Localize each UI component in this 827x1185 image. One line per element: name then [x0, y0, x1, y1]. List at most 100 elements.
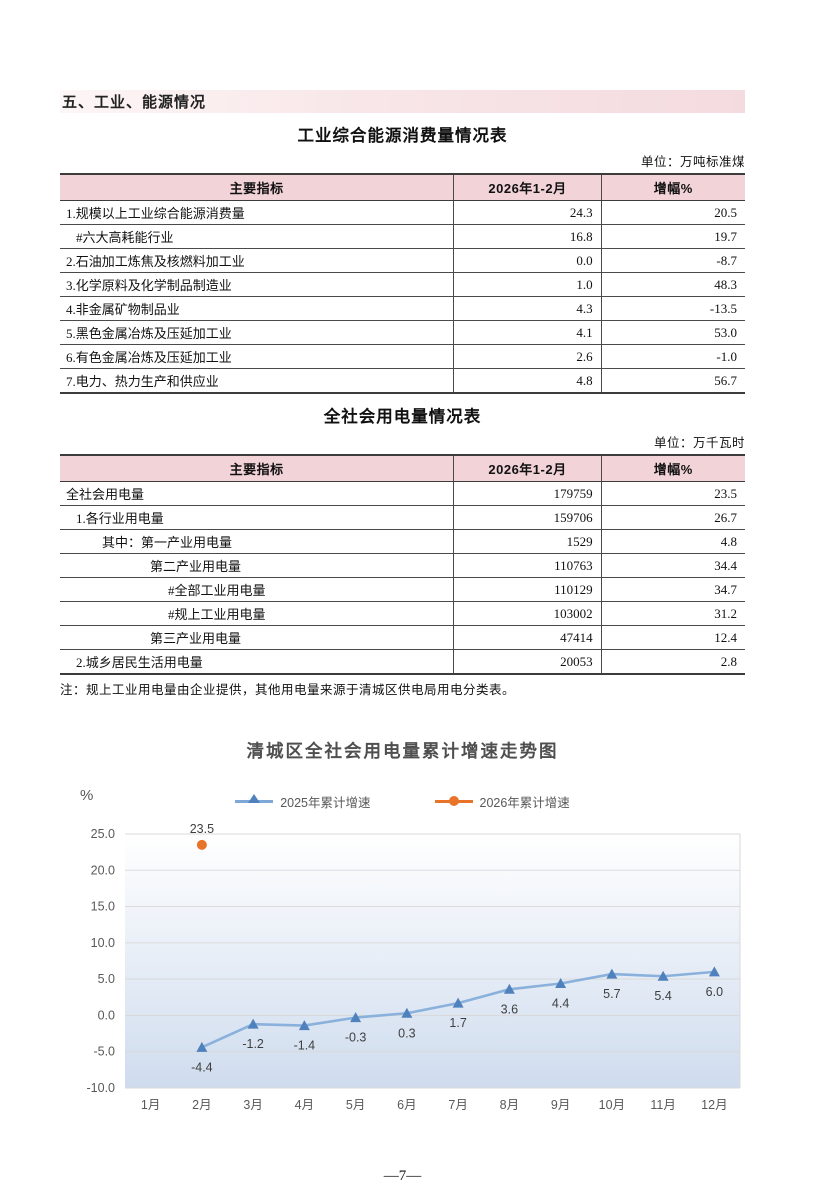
row-label: #规上工业用电量 — [60, 601, 455, 626]
table-row: 2.石油加工炼焦及核燃料加工业 0.0 -8.7 — [60, 248, 745, 273]
legend-item-2026: 2026年累计增速 — [434, 792, 570, 811]
svg-text:5月: 5月 — [346, 1098, 365, 1112]
chart-legend: % 2025年累计增速 2026年累计增速 — [60, 787, 745, 811]
table-row: 4.非金属矿物制品业 4.3 -13.5 — [60, 296, 745, 321]
svg-text:25.0: 25.0 — [91, 827, 115, 841]
row-label: #六大高耗能行业 — [60, 224, 455, 249]
electricity-table: 主要指标 2026年1-2月 增幅% 全社会用电量 179759 23.5 1.各行… — [60, 454, 745, 675]
table-row: 1.规模以上工业综合能源消费量 24.3 20.5 — [60, 200, 745, 225]
trend-chart: 清城区全社会用电量累计增速走势图 % 2025年累计增速 2026年累计增速 2… — [60, 738, 745, 1124]
table-row: 全社会用电量 179759 23.5 — [60, 481, 745, 506]
electricity-table-title: 全社会用电量情况表 — [323, 408, 482, 426]
col-header-period: 2026年1-2月 — [453, 455, 602, 482]
svg-text:7月: 7月 — [448, 1098, 467, 1112]
svg-text:5.0: 5.0 — [98, 972, 115, 986]
chart-plot-area: 25.0 20.0 15.0 10.0 5.0 0.0 -5.0 -10.0 1月 2月 3月 4月 5… — [60, 817, 745, 1124]
row-growth: 19.7 — [601, 224, 745, 249]
row-value: 4.8 — [453, 368, 602, 393]
row-label: 2.城乡居民生活用电量 — [60, 649, 455, 674]
svg-text:11月: 11月 — [650, 1098, 675, 1112]
svg-text:4.4: 4.4 — [552, 996, 569, 1010]
table-row: 第三产业用电量 47414 12.4 — [60, 625, 745, 650]
row-label: 其中：第一产业用电量 — [60, 529, 455, 554]
svg-text:6.0: 6.0 — [706, 985, 723, 999]
row-value: 103002 — [453, 601, 602, 626]
svg-text:-5.0: -5.0 — [93, 1045, 115, 1059]
svg-text:10.0: 10.0 — [91, 936, 115, 950]
row-value: 110763 — [453, 553, 602, 578]
svg-text:20.0: 20.0 — [91, 863, 115, 877]
table-footnote: 注：规上工业用电量由企业提供，其他用电量来源于清城区供电局用电分类表。 — [60, 683, 516, 697]
trend-chart-svg: 25.0 20.0 15.0 10.0 5.0 0.0 -5.0 -10.0 1月 2月 3月 4月 5… — [87, 822, 741, 1112]
energy-table-unit: 单位：万吨标准煤 — [640, 155, 745, 169]
legend-item-2025: 2025年累计增速 — [235, 792, 371, 811]
legend-label: 2026年累计增速 — [479, 795, 570, 810]
table-row: 5.黑色金属冶炼及压延加工业 4.1 53.0 — [60, 320, 745, 345]
row-label: 第二产业用电量 — [60, 553, 455, 578]
svg-text:0.3: 0.3 — [398, 1026, 415, 1040]
row-label: #全部工业用电量 — [60, 577, 455, 602]
row-value: 4.3 — [453, 296, 602, 321]
svg-text:1.7: 1.7 — [449, 1016, 466, 1030]
row-label: 全社会用电量 — [60, 481, 455, 506]
y-axis-unit-label: % — [80, 787, 94, 804]
row-value: 0.0 — [453, 248, 602, 273]
row-label: 5.黑色金属冶炼及压延加工业 — [60, 320, 455, 345]
svg-text:2月: 2月 — [192, 1098, 211, 1112]
svg-text:3月: 3月 — [243, 1098, 262, 1112]
svg-text:8月: 8月 — [500, 1098, 519, 1112]
svg-text:5.7: 5.7 — [603, 987, 620, 1001]
svg-text:10月: 10月 — [599, 1098, 625, 1112]
col-header-growth: 增幅% — [601, 174, 745, 201]
line-triangle-marker-icon — [235, 793, 274, 803]
table-header-row: 主要指标 2026年1-2月 增幅% — [60, 455, 745, 482]
chart-title: 清城区全社会用电量累计增速走势图 — [246, 741, 559, 761]
svg-text:-4.4: -4.4 — [191, 1060, 213, 1074]
row-value: 4.1 — [453, 320, 602, 345]
table-row: 3.化学原料及化学制品制造业 1.0 48.3 — [60, 272, 745, 297]
table-row: 7.电力、热力生产和供应业 4.8 56.7 — [60, 368, 745, 393]
row-growth: 34.4 — [601, 553, 745, 578]
row-growth: 53.0 — [601, 320, 745, 345]
row-value: 1.0 — [453, 272, 602, 297]
table-row: #规上工业用电量 103002 31.2 — [60, 601, 745, 626]
section-title: 五、工业、能源情况 — [62, 94, 207, 111]
svg-text:-1.4: -1.4 — [294, 1039, 316, 1053]
table-row: 其中：第一产业用电量 1529 4.8 — [60, 529, 745, 554]
row-growth: -1.0 — [601, 344, 745, 369]
row-label: 2.石油加工炼焦及核燃料加工业 — [60, 248, 455, 273]
table-row: 第二产业用电量 110763 34.4 — [60, 553, 745, 578]
row-value: 24.3 — [453, 200, 602, 225]
svg-text:-10.0: -10.0 — [87, 1081, 116, 1095]
energy-table: 主要指标 2026年1-2月 增幅% 1.规模以上工业综合能源消费量 24.3 20… — [60, 173, 745, 394]
svg-text:12月: 12月 — [701, 1098, 727, 1112]
col-header-growth: 增幅% — [601, 455, 745, 482]
table-row: #六大高耗能行业 16.8 19.7 — [60, 224, 745, 249]
row-label: 1.规模以上工业综合能源消费量 — [60, 200, 455, 225]
row-growth: 20.5 — [601, 200, 745, 225]
row-value: 1529 — [453, 529, 602, 554]
row-growth: 56.7 — [714, 372, 737, 388]
row-value: 2.6 — [453, 344, 602, 369]
svg-text:5.4: 5.4 — [654, 989, 671, 1003]
svg-text:3.6: 3.6 — [501, 1002, 518, 1016]
row-value: 159706 — [453, 505, 602, 530]
legend-label: 2025年累计增速 — [280, 795, 371, 810]
col-header-indicator: 主要指标 — [60, 174, 455, 201]
svg-text:-0.3: -0.3 — [345, 1031, 367, 1045]
row-growth: 4.8 — [601, 529, 745, 554]
table-header-row: 主要指标 2026年1-2月 增幅% — [60, 174, 745, 201]
row-label: 7.电力、热力生产和供应业 — [60, 368, 455, 393]
row-growth: 48.3 — [601, 272, 745, 297]
svg-text:4月: 4月 — [295, 1098, 314, 1112]
row-growth: 12.4 — [601, 625, 745, 650]
electricity-table-unit: 单位：万千瓦时 — [653, 436, 745, 450]
row-value: 110129 — [453, 577, 602, 602]
table-row: 6.有色金属冶炼及压延加工业 2.6 -1.0 — [60, 344, 745, 369]
row-label: 1.各行业用电量 — [60, 505, 455, 530]
row-growth: 23.5 — [601, 481, 745, 506]
row-value: 20053 — [453, 649, 602, 674]
document-page: 五、工业、能源情况 工业综合能源消费量情况表 单位：万吨标准煤 主要指标 202… — [60, 90, 745, 1184]
svg-text:9月: 9月 — [551, 1098, 570, 1112]
row-value: 179759 — [453, 481, 602, 506]
